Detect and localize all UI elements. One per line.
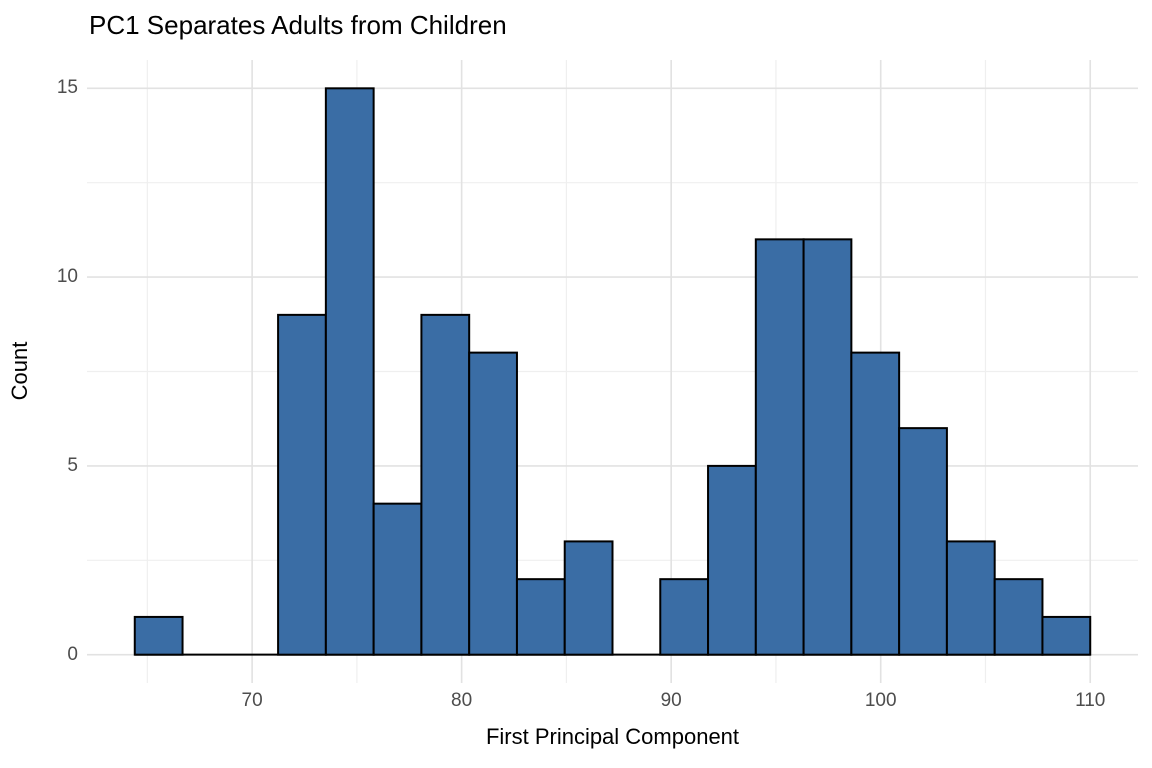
histogram-bar: [945, 540, 996, 656]
x-axis-label: First Principal Component: [485, 724, 740, 749]
histogram-bar: [372, 502, 423, 656]
histogram-bar: [1041, 615, 1092, 656]
histogram-bar: [850, 351, 901, 656]
x-tick-label: 80: [451, 690, 473, 711]
histogram-bar: [515, 578, 566, 656]
histogram-bar: [898, 427, 948, 656]
histogram-bar: [993, 578, 1044, 656]
y-axis-label: Count: [7, 341, 32, 401]
x-tick-label: 100: [864, 690, 897, 711]
chart-title: PC1 Separates Adults from Children: [89, 10, 507, 40]
y-tick-label: 5: [67, 454, 78, 476]
y-tick-label: 0: [67, 643, 78, 665]
histogram-bar: [277, 313, 327, 656]
histogram-bar: [324, 87, 375, 656]
histogram-bar: [659, 578, 710, 656]
histogram-bar: [420, 313, 471, 656]
histogram-bar: [754, 238, 805, 656]
y-tick-label: 10: [56, 266, 78, 288]
histogram-bar: [707, 464, 757, 656]
x-tick-label: 90: [660, 690, 682, 711]
histogram-bar: [468, 351, 518, 656]
y-tick-label: 15: [56, 77, 78, 99]
histogram-bar: [133, 615, 184, 656]
histogram-bar: [563, 540, 614, 656]
histogram-bar: [802, 238, 853, 656]
x-tick-label: 110: [1075, 690, 1106, 711]
x-tick-label: 70: [241, 690, 263, 711]
